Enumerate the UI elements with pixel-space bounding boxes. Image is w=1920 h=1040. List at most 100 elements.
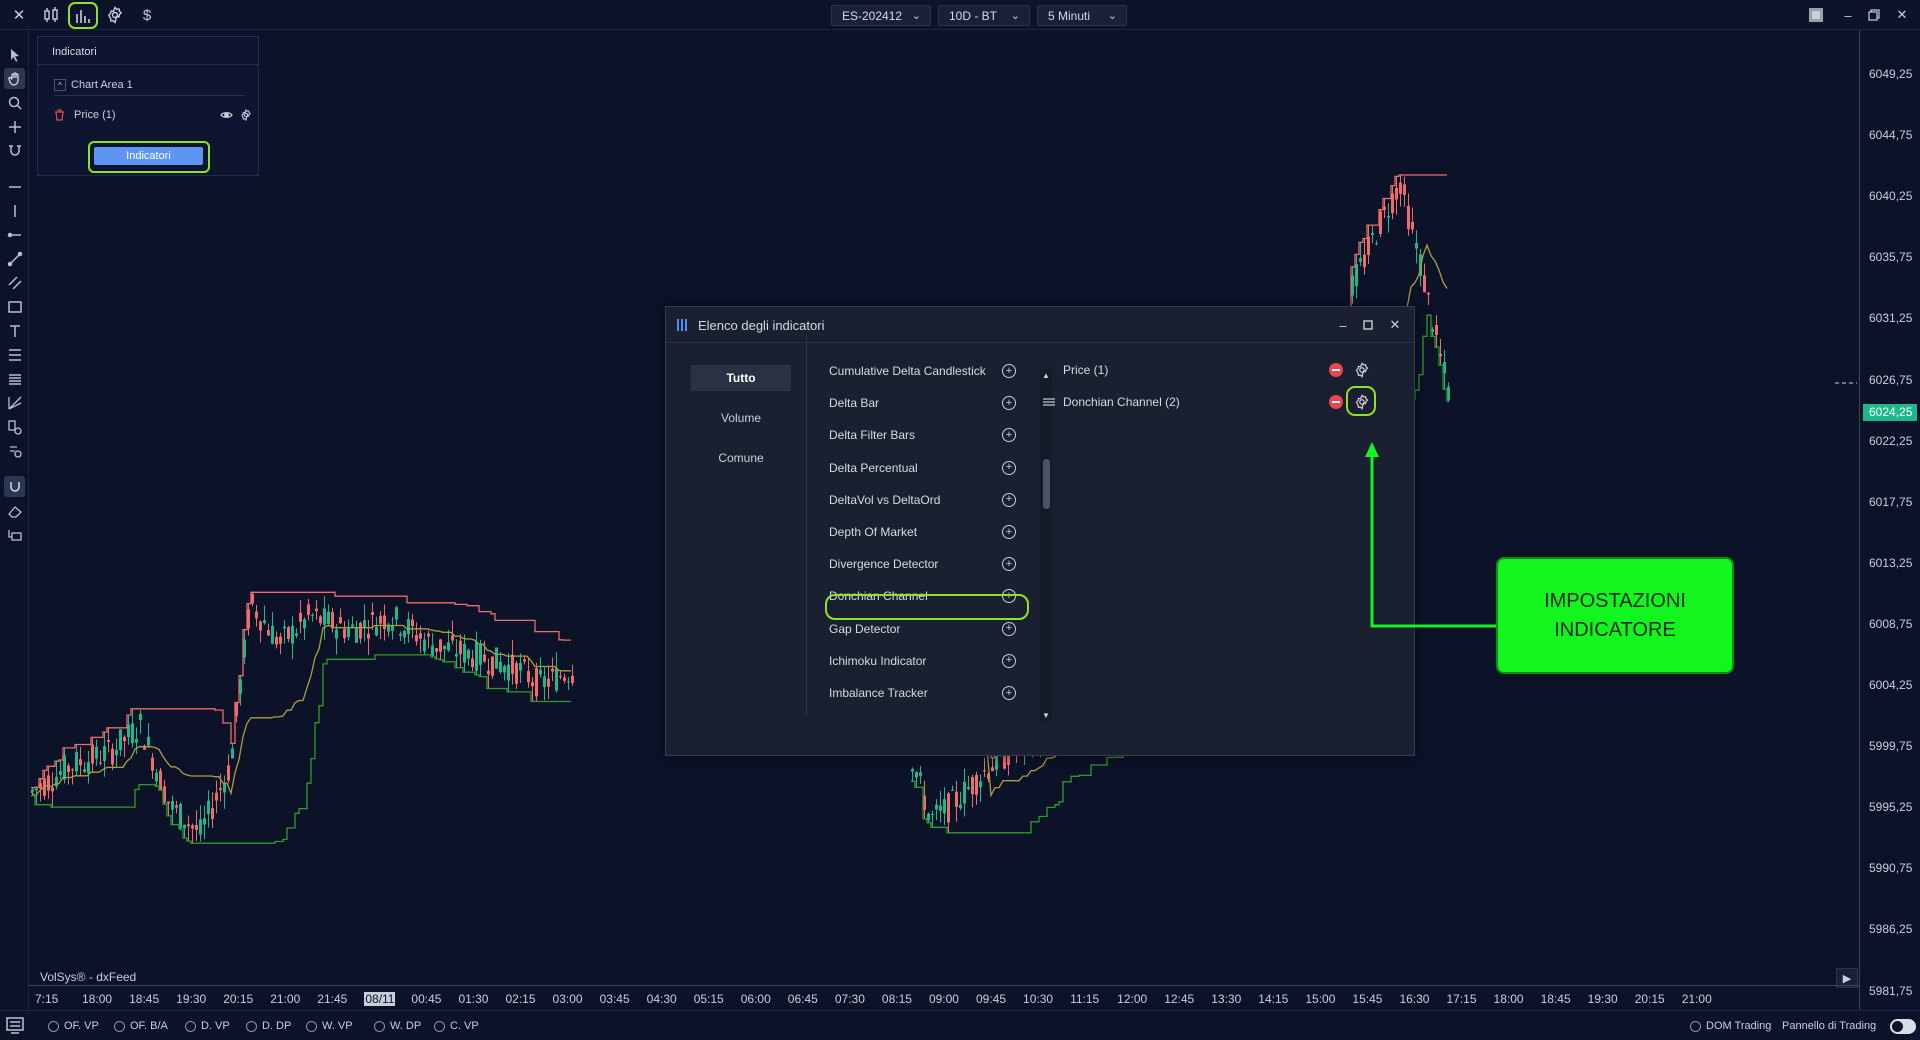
zoom-icon[interactable] (4, 92, 25, 113)
collapse-icon[interactable]: ^ (54, 79, 66, 91)
chart-area-row[interactable]: ^ Chart Area 1 (54, 79, 133, 91)
candle-body (559, 676, 562, 678)
horizontal-line-icon[interactable] (4, 176, 25, 197)
trading-panel-toggle[interactable] (1890, 1019, 1916, 1034)
add-indicator-icon[interactable]: + (1002, 428, 1016, 443)
indicator-list-item[interactable]: Ichimoku Indicator + (829, 648, 1029, 674)
drag-handle-icon[interactable] (1043, 396, 1055, 410)
remove-indicator-icon[interactable] (1329, 363, 1343, 377)
crosshair-icon[interactable] (4, 116, 25, 137)
channel-icon[interactable] (4, 272, 25, 293)
dom-trading-option[interactable]: DOM Trading (1690, 1020, 1771, 1032)
radio-button[interactable] (374, 1020, 385, 1032)
terminal-icon[interactable] (6, 1017, 24, 1034)
indicator-list-item[interactable]: Gap Detector + (829, 616, 1029, 642)
selected-indicator-row[interactable]: Donchian Channel (2) (1043, 386, 1393, 416)
indicators-button[interactable]: Indicatori (94, 147, 203, 165)
radio-button[interactable] (306, 1020, 317, 1032)
add-indicator-icon[interactable]: + (1002, 621, 1016, 636)
indicator-list-item[interactable]: Depth Of Market + (829, 519, 1029, 545)
indicator-list-item[interactable]: Cumulative Delta Candlestick + (829, 358, 1029, 384)
vertical-line-icon[interactable] (4, 200, 25, 221)
volume-profile-option[interactable]: W. VP (306, 1020, 353, 1032)
scroll-down-icon[interactable]: ▼ (1042, 710, 1050, 720)
price-range-icon[interactable] (4, 416, 25, 437)
layers-icon[interactable] (4, 524, 25, 545)
hand-pan-icon[interactable] (4, 68, 25, 89)
scroll-thumb[interactable] (1043, 459, 1050, 509)
radio-button[interactable] (246, 1020, 257, 1032)
volume-profile-option[interactable]: OF. VP (48, 1020, 99, 1032)
date-range-icon[interactable] (4, 440, 25, 461)
radio-button[interactable] (185, 1020, 196, 1032)
add-indicator-icon[interactable]: + (1002, 396, 1016, 411)
candlestick-icon[interactable] (38, 3, 64, 27)
eraser-icon[interactable] (4, 500, 25, 521)
settings-gear-icon[interactable] (102, 3, 128, 27)
ray-icon[interactable] (4, 224, 25, 245)
add-indicator-icon[interactable]: + (1002, 686, 1016, 700)
category-tab[interactable]: Tutto (691, 365, 791, 391)
scroll-up-icon[interactable]: ▲ (1042, 370, 1050, 380)
time-axis[interactable]: 7:15 18:00 18:45 19:30 20:15 21:00 21:45 08/11 0… (29, 985, 1859, 1010)
indicator-settings-gear-icon[interactable] (1354, 394, 1370, 410)
volume-profile-option[interactable]: OF. B/A (114, 1020, 168, 1032)
radio-button[interactable] (48, 1020, 59, 1032)
layout-icon[interactable] (1804, 4, 1828, 26)
gann-fan-icon[interactable] (4, 392, 25, 413)
indicator-list-item[interactable]: Delta Percentual + (829, 455, 1029, 481)
maximize-icon[interactable] (1360, 317, 1376, 333)
cursor-arrow-icon[interactable] (4, 44, 25, 65)
remove-indicator-icon[interactable] (1329, 395, 1343, 409)
rectangle-icon[interactable] (4, 296, 25, 317)
gear-icon[interactable] (240, 109, 252, 124)
close-icon[interactable]: ✕ (12, 7, 26, 24)
add-indicator-icon[interactable]: + (1002, 557, 1016, 572)
symbol-select[interactable]: ES-202412 ⌄ (831, 5, 931, 26)
list-scrollbar[interactable]: ▲ ▼ (1040, 369, 1052, 721)
close-window-icon[interactable]: ✕ (1896, 7, 1908, 22)
radio-button[interactable] (114, 1020, 125, 1032)
dollar-icon[interactable]: $ (142, 6, 152, 24)
radio-button[interactable] (434, 1020, 445, 1032)
magnet-icon[interactable] (4, 140, 25, 161)
radio-button[interactable] (1690, 1020, 1701, 1032)
restore-icon[interactable] (1862, 4, 1886, 26)
indicator-list-item[interactable]: Divergence Detector + (829, 551, 1029, 577)
indicators-icon[interactable] (68, 2, 98, 29)
add-indicator-icon[interactable]: + (1002, 492, 1016, 507)
indicator-list-item[interactable]: Delta Filter Bars + (829, 422, 1029, 448)
minimize-icon[interactable]: – (1844, 7, 1852, 23)
volume-profile-option[interactable]: W. DP (374, 1020, 421, 1032)
add-indicator-icon[interactable]: + (1002, 525, 1016, 539)
indicator-list-item[interactable]: Delta Bar + (829, 390, 1029, 416)
magnet-mode-icon[interactable] (4, 476, 25, 497)
add-indicator-icon[interactable]: + (1002, 653, 1016, 668)
volume-profile-option[interactable]: D. DP (246, 1020, 291, 1032)
add-indicator-icon[interactable]: + (1002, 364, 1016, 378)
selected-indicator-row[interactable]: Price (1) (1063, 357, 1393, 383)
price-tick-label: 6031,25 (1869, 311, 1913, 326)
add-indicator-icon[interactable]: + (1002, 460, 1016, 475)
volume-profile-option[interactable]: C. VP (434, 1020, 479, 1032)
text-icon[interactable] (4, 320, 25, 341)
eye-icon[interactable] (220, 109, 233, 124)
volume-profile-option[interactable]: D. VP (185, 1020, 230, 1032)
trendline-icon[interactable] (4, 248, 25, 269)
fibonacci-icon[interactable] (4, 344, 25, 365)
play-icon[interactable]: ▶ (1836, 968, 1858, 988)
minimize-icon[interactable]: – (1339, 317, 1347, 333)
category-tab[interactable]: Volume (720, 411, 762, 425)
candle-body (183, 824, 186, 829)
indicator-list-item[interactable]: DeltaVol vs DeltaOrd + (829, 487, 1029, 513)
lines-menu-icon[interactable] (4, 368, 25, 389)
trash-icon[interactable] (54, 109, 65, 124)
range-select[interactable]: 10D - BT ⌄ (938, 5, 1030, 26)
close-icon[interactable]: ✕ (1389, 317, 1401, 332)
indicator-list-item[interactable]: Imbalance Tracker + (829, 680, 1029, 706)
price-axis[interactable]: 6049,25 6044,75 6040,25 6035,75 6031,25 6026,… (1859, 30, 1920, 1010)
timeframe-select[interactable]: 5 Minuti ⌄ (1037, 5, 1127, 26)
candle-body (399, 633, 402, 636)
category-tab[interactable]: Comune (718, 451, 764, 465)
indicator-settings-gear-icon[interactable] (1354, 362, 1370, 378)
